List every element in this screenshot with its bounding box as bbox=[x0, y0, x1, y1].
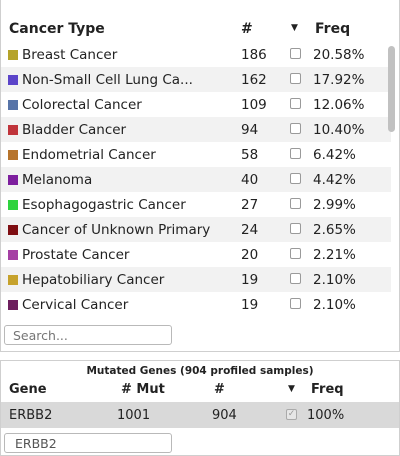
row-checkbox[interactable] bbox=[290, 248, 301, 259]
sample-count: 40 bbox=[241, 172, 259, 188]
table-row[interactable]: Esophagogastric Cancer 27 2.99% bbox=[1, 192, 391, 217]
color-swatch bbox=[8, 100, 18, 110]
cancer-table-body: Breast Cancer 186 20.58% Non-Small Cell Lun… bbox=[1, 42, 391, 317]
cancer-freq: 20.58% bbox=[313, 47, 365, 63]
cancer-freq: 10.40% bbox=[313, 122, 365, 138]
cancer-freq: 4.42% bbox=[313, 172, 356, 188]
cancer-table-header: Cancer Type # ▼ Freq bbox=[1, 0, 399, 42]
sample-count: 58 bbox=[241, 147, 259, 163]
cancer-freq: 2.10% bbox=[313, 297, 356, 313]
row-checkbox[interactable] bbox=[290, 273, 301, 284]
cancer-freq: 6.42% bbox=[313, 147, 356, 163]
color-swatch bbox=[8, 75, 18, 85]
column-header-count[interactable]: # bbox=[214, 382, 225, 397]
cancer-type-name: Breast Cancer bbox=[22, 47, 118, 63]
table-row[interactable]: Colorectal Cancer 109 12.06% bbox=[1, 92, 391, 117]
color-swatch bbox=[8, 50, 18, 60]
color-swatch bbox=[8, 300, 18, 310]
cancer-freq: 2.65% bbox=[313, 222, 356, 238]
mutation-count: 1001 bbox=[117, 408, 151, 423]
sample-count: 27 bbox=[241, 197, 259, 213]
cancer-type-name: Hepatobiliary Cancer bbox=[22, 272, 165, 288]
color-swatch bbox=[8, 225, 18, 235]
sample-count: 19 bbox=[241, 297, 259, 313]
column-header-count[interactable]: # bbox=[241, 21, 253, 37]
row-checkbox[interactable]: ✓ bbox=[286, 409, 297, 420]
cancer-freq: 12.06% bbox=[313, 97, 365, 113]
mutated-genes-panel: Mutated Genes (904 profiled samples) Gen… bbox=[0, 360, 400, 456]
column-header-freq[interactable]: Freq bbox=[315, 21, 351, 37]
column-header-freq[interactable]: Freq bbox=[311, 382, 344, 397]
row-checkbox[interactable] bbox=[290, 73, 301, 84]
table-row[interactable]: Prostate Cancer 20 2.21% bbox=[1, 242, 391, 267]
sample-count: 904 bbox=[212, 408, 237, 423]
cancer-type-name: Esophagogastric Cancer bbox=[22, 197, 186, 213]
caret-down-icon[interactable]: ▼ bbox=[288, 384, 295, 394]
color-swatch bbox=[8, 250, 18, 260]
cancer-freq: 2.10% bbox=[313, 272, 356, 288]
cancer-type-panel: Cancer Type # ▼ Freq Breast Cancer 186 20.… bbox=[0, 0, 400, 352]
row-checkbox[interactable] bbox=[290, 98, 301, 109]
column-header-mut[interactable]: # Mut bbox=[121, 382, 165, 397]
cancer-freq: 17.92% bbox=[313, 72, 365, 88]
color-swatch bbox=[8, 150, 18, 160]
color-swatch bbox=[8, 275, 18, 285]
row-checkbox[interactable] bbox=[290, 148, 301, 159]
gene-freq: 100% bbox=[307, 408, 345, 423]
table-row[interactable]: Non-Small Cell Lung Ca... 162 17.92% bbox=[1, 67, 391, 92]
caret-down-icon[interactable]: ▼ bbox=[291, 23, 298, 33]
sample-count: 20 bbox=[241, 247, 259, 263]
gene-name: ERBB2 bbox=[9, 408, 53, 423]
genes-table-header: Gene # Mut # ▼ Freq bbox=[1, 381, 399, 401]
cancer-type-name: Non-Small Cell Lung Ca... bbox=[22, 72, 193, 88]
cancer-type-name: Colorectal Cancer bbox=[22, 97, 142, 113]
cancer-freq: 2.21% bbox=[313, 247, 356, 263]
row-checkbox[interactable] bbox=[290, 198, 301, 209]
search-input[interactable] bbox=[4, 325, 172, 345]
sample-count: 24 bbox=[241, 222, 259, 238]
table-row[interactable]: Cervical Cancer 19 2.10% bbox=[1, 292, 391, 317]
row-checkbox[interactable] bbox=[290, 123, 301, 134]
sample-count: 162 bbox=[241, 72, 267, 88]
scrollbar-thumb[interactable] bbox=[388, 46, 395, 132]
table-row[interactable]: Melanoma 40 4.42% bbox=[1, 167, 391, 192]
cancer-freq: 2.99% bbox=[313, 197, 356, 213]
sample-count: 186 bbox=[241, 47, 267, 63]
table-row[interactable]: ERBB2 1001 904 ✓ 100% bbox=[1, 402, 399, 428]
sample-count: 94 bbox=[241, 122, 259, 138]
color-swatch bbox=[8, 125, 18, 135]
cancer-type-name: Cancer of Unknown Primary bbox=[22, 222, 211, 238]
table-row[interactable]: Breast Cancer 186 20.58% bbox=[1, 42, 391, 67]
column-header-cancer-type[interactable]: Cancer Type bbox=[9, 21, 105, 37]
table-row[interactable]: Hepatobiliary Cancer 19 2.10% bbox=[1, 267, 391, 292]
cancer-type-name: Melanoma bbox=[22, 172, 93, 188]
column-header-gene[interactable]: Gene bbox=[9, 382, 47, 397]
scrollbar[interactable] bbox=[388, 42, 395, 318]
table-row[interactable]: Endometrial Cancer 58 6.42% bbox=[1, 142, 391, 167]
panel-title: Mutated Genes (904 profiled samples) bbox=[86, 365, 314, 377]
table-row[interactable]: Bladder Cancer 94 10.40% bbox=[1, 117, 391, 142]
cancer-type-name: Prostate Cancer bbox=[22, 247, 130, 263]
row-checkbox[interactable] bbox=[290, 48, 301, 59]
cancer-type-name: Bladder Cancer bbox=[22, 122, 127, 138]
cancer-type-name: Cervical Cancer bbox=[22, 297, 129, 313]
row-checkbox[interactable] bbox=[290, 298, 301, 309]
table-row[interactable]: Cancer of Unknown Primary 24 2.65% bbox=[1, 217, 391, 242]
gene-filter-input[interactable] bbox=[4, 433, 172, 453]
color-swatch bbox=[8, 200, 18, 210]
row-checkbox[interactable] bbox=[290, 223, 301, 234]
color-swatch bbox=[8, 175, 18, 185]
row-checkbox[interactable] bbox=[290, 173, 301, 184]
sample-count: 109 bbox=[241, 97, 267, 113]
sample-count: 19 bbox=[241, 272, 259, 288]
cancer-type-name: Endometrial Cancer bbox=[22, 147, 156, 163]
